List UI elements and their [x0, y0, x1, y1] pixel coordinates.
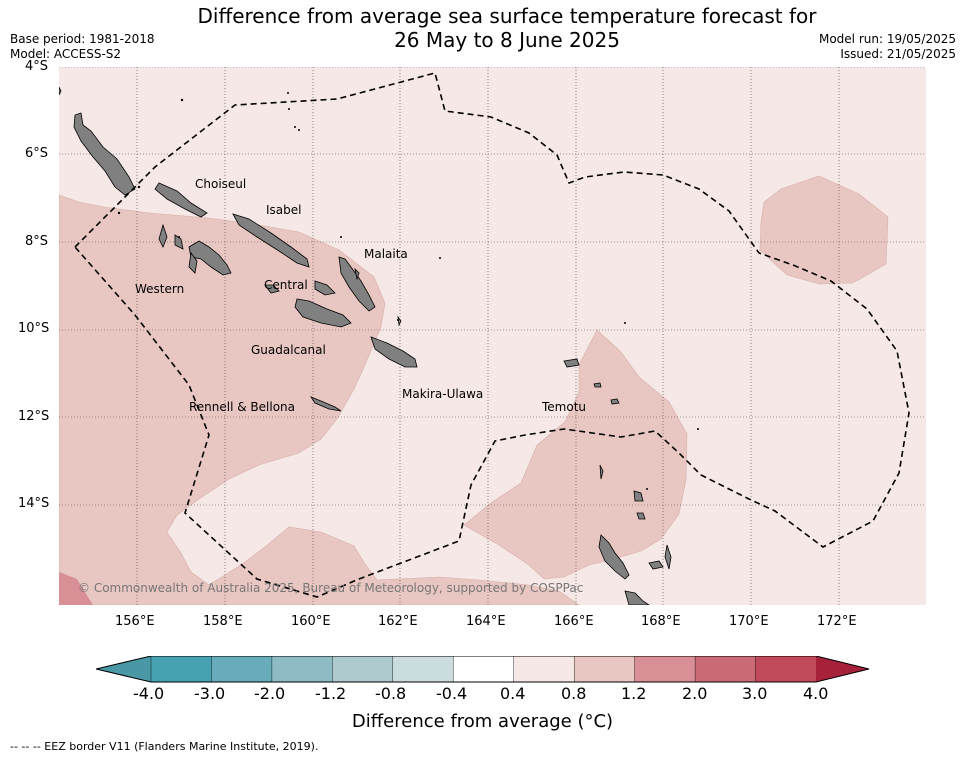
colorbar-tick-0-8: 0.8: [561, 684, 587, 703]
region-rennell-bellona: Rennell & Bellona: [189, 400, 295, 414]
colorbar-cell: [453, 656, 515, 683]
island-temotu-utupua: [593, 382, 602, 388]
sst-anomaly-map: Choiseul Isabel Malaita Western Central …: [59, 67, 926, 605]
lat-label-8s: 8°S: [25, 234, 49, 249]
lat-label-12s: 12°S: [18, 409, 50, 424]
anomaly-patch-east-centre: [463, 329, 688, 580]
island-kolombangara: [188, 251, 198, 274]
lon-label-172e: 172°E: [817, 614, 857, 629]
colorbar-cell: [150, 656, 213, 683]
colorbar-tick-4-0: 4.0: [803, 684, 829, 703]
colorbar-cell: [573, 656, 636, 683]
colorbar-tick-m4: -4.0: [133, 684, 165, 703]
lon-label-158e: 158°E: [203, 614, 243, 629]
colorbar-tick-m0-4: -0.4: [436, 684, 468, 703]
island-vanuatu-maewo: [664, 544, 672, 570]
region-isabel: Isabel: [266, 203, 301, 217]
colorbar-tick-1-2: 1.2: [621, 684, 647, 703]
colorbar-cell: [755, 656, 817, 683]
map-title-line1: Difference from average sea surface temp…: [197, 4, 817, 28]
colorbar-tick-m0-8: -0.8: [375, 684, 407, 703]
colorbar-extend-high: [816, 656, 869, 682]
colorbar-tick-3-0: 3.0: [742, 684, 768, 703]
island-vanuatu-pentecost: [648, 560, 664, 570]
model-name: Model: ACCESS-S2: [10, 47, 122, 61]
region-makira-ulawa: Makira-Ulawa: [402, 387, 483, 401]
small-islets: [117, 92, 699, 490]
colorbar-title: Difference from average (°C): [351, 711, 614, 732]
colorbar-cell: [332, 656, 394, 683]
region-choiseul: Choiseul: [195, 177, 246, 191]
model-run: Model run: 19/05/2025: [818, 32, 956, 46]
region-malaita: Malaita: [364, 247, 408, 261]
solomon-islands-land: [59, 86, 672, 605]
copyright-note: © Commonwealth of Australia 2025, Bureau…: [78, 581, 583, 595]
island-temotu-nendo: [563, 358, 580, 368]
region-central: Central: [264, 278, 308, 292]
lat-label-10s: 10°S: [18, 321, 50, 336]
colorbar-extend-low: [96, 656, 151, 682]
base-period: Base period: 1981-2018: [10, 32, 155, 46]
colorbar-tick-m1-2: -1.2: [315, 684, 347, 703]
island-malaita: [338, 256, 376, 312]
lon-label-166e: 166°E: [554, 614, 594, 629]
anomaly-patch-northeast: [759, 175, 889, 285]
colorbar-cell: [694, 656, 757, 683]
island-vanuatu-banks: [633, 490, 646, 520]
colorbar-cell: [513, 656, 575, 683]
colorbar-tick-m2: -2.0: [254, 684, 286, 703]
colorbar-cell: [634, 656, 696, 683]
lat-label-6s: 6°S: [25, 146, 49, 161]
island-isabel: [232, 213, 310, 268]
map-title-line2: 26 May to 8 June 2025: [394, 28, 620, 52]
graticule: [59, 67, 926, 605]
lon-label-168e: 168°E: [641, 614, 681, 629]
island-florida: [314, 280, 336, 296]
lon-label-170e: 170°E: [729, 614, 769, 629]
colorbar-cell: [392, 656, 454, 683]
colorbar-tick-2-0: 2.0: [682, 684, 708, 703]
island-vanuatu-torres: [599, 464, 604, 480]
map-title: Difference from average sea surface temp…: [0, 4, 965, 52]
colorbar-tick-m3: -3.0: [194, 684, 226, 703]
lat-label-14s: 14°S: [18, 496, 50, 511]
lon-label-162e: 162°E: [378, 614, 418, 629]
island-makira: [370, 336, 418, 368]
region-western: Western: [135, 282, 184, 296]
island-guadalcanal: [294, 298, 352, 328]
island-new-georgia: [158, 223, 232, 276]
colorbar-outline: [96, 656, 870, 683]
colorbar-tick-0-4: 0.4: [500, 684, 526, 703]
island-choiseul-tail: [154, 182, 208, 218]
eez-border: [73, 72, 910, 598]
anomaly-patch-southwest-corner: [59, 572, 93, 605]
colorbar-cell: [271, 656, 334, 683]
island-russell: [264, 284, 280, 294]
island-small-malaita: [354, 267, 360, 281]
island-vanuatu-malekula: [624, 590, 650, 605]
lon-label-156e: 156°E: [115, 614, 155, 629]
issued-date: Issued: 21/05/2025: [840, 47, 956, 61]
colorbar: [96, 656, 870, 683]
island-ontong-java: [59, 86, 62, 96]
island-ulawa: [397, 315, 402, 327]
island-rennell: [309, 396, 342, 412]
lon-label-160e: 160°E: [291, 614, 331, 629]
lon-label-164e: 164°E: [466, 614, 506, 629]
island-temotu-vanikoro: [610, 398, 620, 405]
lat-label-4s: 4°S: [25, 59, 49, 74]
island-choiseul: [73, 112, 136, 196]
colorbar-cell: [211, 656, 273, 683]
eez-legend-note: -- -- -- EEZ border V11 (Flanders Marine…: [10, 740, 319, 753]
region-temotu: Temotu: [541, 400, 586, 414]
island-vanuatu-espiritu: [598, 534, 630, 580]
region-guadalcanal: Guadalcanal: [251, 343, 326, 357]
